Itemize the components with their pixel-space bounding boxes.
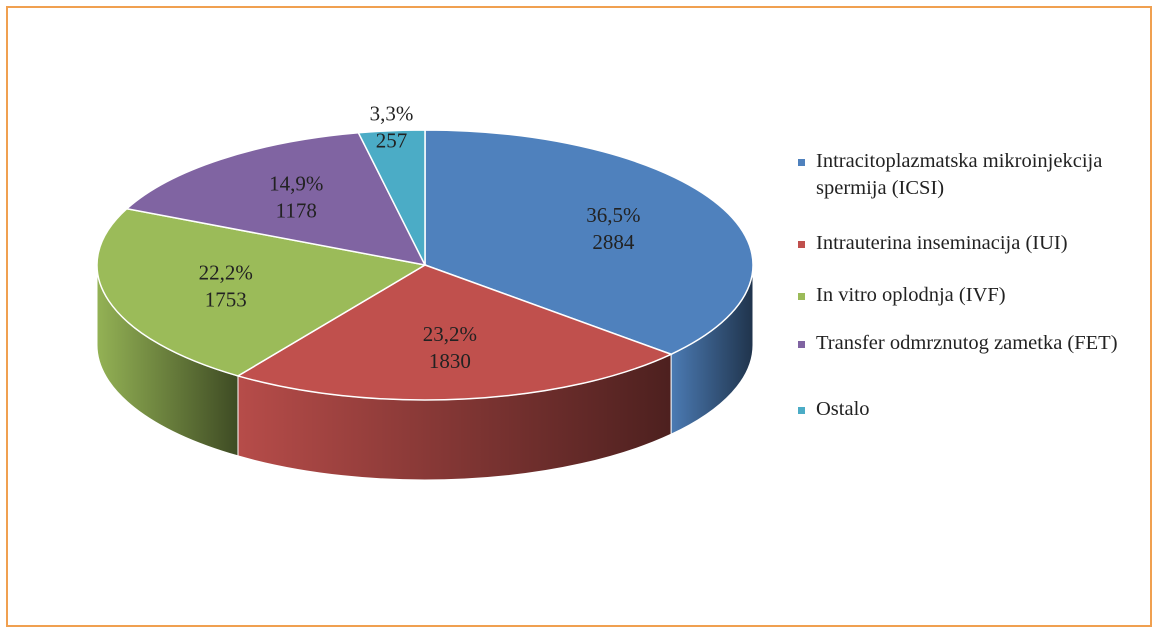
slice [236, 264, 674, 401]
percentage-label: 14,9% [269, 171, 323, 195]
value-label: 1830 [429, 349, 471, 373]
slice [125, 132, 427, 267]
legend-label: Intrauterina inseminacija (IUI) [816, 232, 1068, 254]
legend-item: Intrauterina inseminacija (IUI) [798, 230, 1068, 257]
legend-swatch [798, 407, 805, 414]
legend-label: In vitro oplodnja (IVF) [816, 284, 1006, 306]
legend-swatch [798, 293, 805, 300]
value-label: 1178 [276, 198, 317, 222]
legend-label: Transfer odmrznutog zametka (FET) [816, 332, 1118, 354]
slice [424, 129, 754, 356]
value-label: 2884 [592, 230, 635, 254]
legend-swatch [798, 241, 805, 248]
percentage-label: 23,2% [423, 322, 477, 346]
slice [96, 207, 428, 377]
legend-label: Ostalo [816, 398, 870, 420]
legend-item: In vitro oplodnja (IVF) [798, 282, 1006, 309]
legend-swatch [798, 159, 805, 166]
percentage-label: 3,3% [370, 102, 414, 126]
percentage-label: 36,5% [586, 203, 640, 227]
legend-label: Intracitoplazmatska mikroinjekcija sperm… [816, 150, 1103, 199]
legend-item: Transfer odmrznutog zametka (FET) [798, 330, 1118, 357]
legend-item: Intracitoplazmatska mikroinjekcija sperm… [798, 148, 1148, 202]
value-label: 1753 [205, 287, 247, 311]
legend-swatch [798, 341, 805, 348]
percentage-label: 22,2% [199, 260, 253, 284]
value-label: 257 [376, 129, 408, 153]
slice [357, 129, 426, 266]
legend-item: Ostalo [798, 396, 870, 423]
